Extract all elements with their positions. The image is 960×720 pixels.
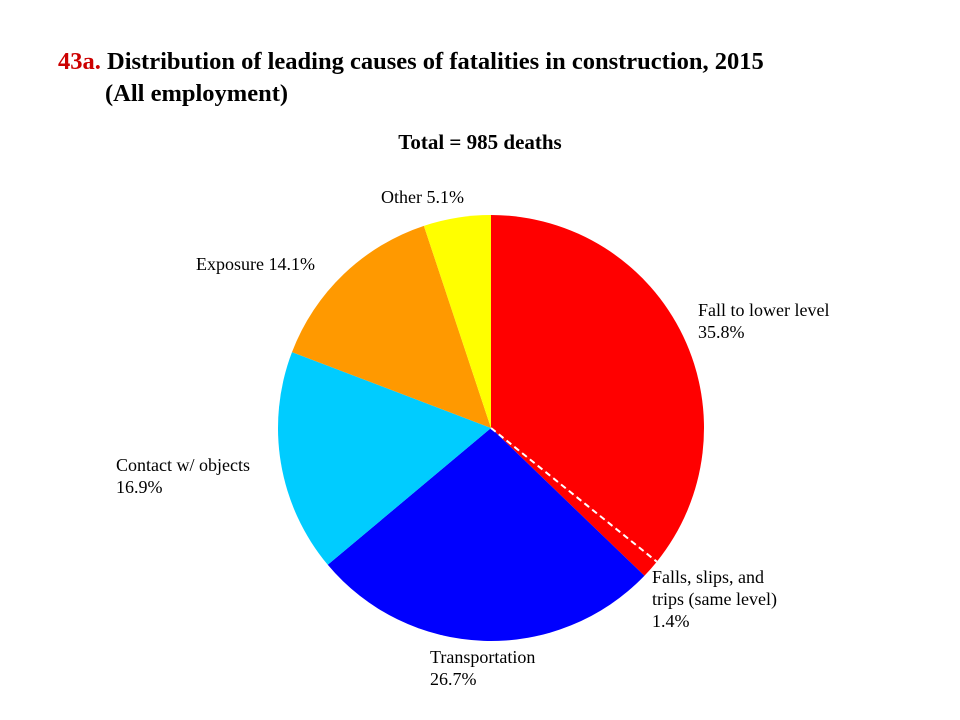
pie-slice-contact-w-objects [278,352,491,565]
slice-label-line: Other 5.1% [381,187,464,207]
slice-label-line: Fall to lower level [698,300,830,320]
slice-label-line: Exposure 14.1% [196,254,315,274]
title-line-2: (All employment) [105,80,289,107]
slice-label-contact-w-objects: Contact w/ objects 16.9% [116,454,250,498]
pie-slice-falls-slips-and-trips-same-level [491,428,657,576]
slice-label-line: Contact w/ objects [116,455,250,475]
figure-number: 43a. [58,48,101,75]
slice-label-line: 1.4% [652,611,690,631]
slice-label-line: Falls, slips, and [652,567,765,587]
slice-label-exposure: Exposure 14.1% [196,253,315,275]
title-line-1: 43a. Distribution of leading causes of f… [58,46,764,78]
slice-label-transportation: Transportation 26.7% [430,646,535,690]
slice-label-line: trips (same level) [652,589,777,609]
slice-label-line: Transportation [430,647,536,667]
slice-label-falls-slips-and-trips-same-level: Falls, slips, and trips (same level) 1.4% [652,566,777,632]
pie-slice-transportation [327,428,645,642]
title-text: Distribution of leading causes of fatali… [107,48,764,75]
slice-label-line: 16.9% [116,477,163,497]
chart-title: 43a. Distribution of leading causes of f… [58,46,764,110]
slice-label-line: 26.7% [430,669,477,689]
chart-subtitle: Total = 985 deaths [398,130,562,154]
pie-slice-exposure [291,225,491,428]
pie-slice-fall-to-lower-level [491,215,704,562]
slice-label-fall-to-lower-level: Fall to lower level 35.8% [698,299,829,343]
slice-label-line: 35.8% [698,322,745,342]
slice-separator-dashed-line [490,427,658,563]
slice-label-other: Other 5.1% [381,186,464,208]
pie-slice-other [423,215,491,428]
